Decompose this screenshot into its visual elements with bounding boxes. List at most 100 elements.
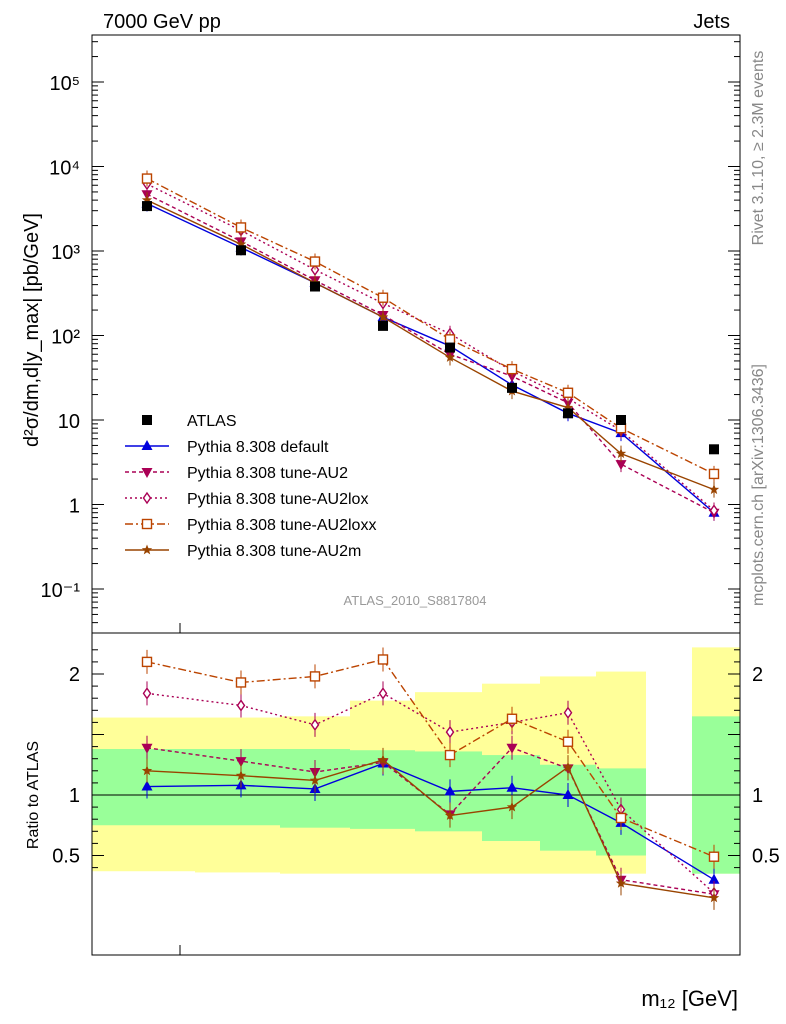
legend-marker bbox=[142, 415, 152, 425]
legend-marker bbox=[142, 491, 152, 505]
ratio-point bbox=[708, 873, 720, 884]
ratio-tick-label: 2 bbox=[69, 664, 80, 686]
ratio-bands bbox=[92, 647, 740, 874]
data-point bbox=[615, 422, 627, 434]
ratio-point bbox=[235, 757, 247, 768]
data-point bbox=[709, 504, 719, 517]
ratio-tick-label: 0.5 bbox=[52, 846, 80, 868]
legend-label: Pythia 8.308 tune-AU2loxx bbox=[187, 517, 376, 534]
ratio-point bbox=[562, 761, 574, 772]
data-point bbox=[708, 468, 720, 480]
ratio-series bbox=[141, 647, 720, 910]
ratio-point bbox=[444, 749, 456, 761]
data-point bbox=[377, 292, 389, 303]
ratio-tick-label: 1 bbox=[69, 785, 80, 807]
header-left: 7000 GeV pp bbox=[103, 11, 221, 33]
data-point bbox=[235, 222, 247, 233]
ratio-point bbox=[506, 801, 518, 812]
data-point bbox=[377, 311, 389, 322]
legend-label: Pythia 8.308 tune-AU2m bbox=[187, 543, 361, 560]
data-point bbox=[141, 194, 153, 205]
ratio-point bbox=[444, 785, 456, 796]
series-line bbox=[146, 183, 715, 511]
ratio-point bbox=[506, 781, 518, 792]
data-point bbox=[141, 173, 153, 184]
ratio-point bbox=[236, 699, 246, 712]
atlas-point bbox=[310, 281, 320, 292]
data-point bbox=[310, 263, 320, 276]
ratio-point bbox=[506, 743, 518, 754]
y-tick-label: 10 bbox=[58, 411, 80, 433]
legend-marker bbox=[141, 440, 153, 450]
ratio-y-axis-label: Ratio to ATLAS bbox=[25, 741, 42, 849]
ratio-point bbox=[445, 725, 455, 739]
ratio-point bbox=[562, 789, 574, 799]
legend-marker bbox=[141, 518, 153, 530]
ratio-tick-label-right: 0.5 bbox=[752, 846, 780, 868]
data-point bbox=[562, 402, 574, 413]
ratio-point bbox=[562, 736, 574, 747]
legend-marker bbox=[141, 468, 153, 478]
atlas-point bbox=[378, 320, 388, 331]
ratio-point bbox=[309, 775, 321, 785]
ratio-point bbox=[141, 743, 153, 754]
y-tick-label: 1 bbox=[69, 496, 80, 518]
data-point bbox=[444, 334, 456, 345]
data-point bbox=[708, 484, 720, 495]
series-line bbox=[146, 193, 715, 514]
atlas-point bbox=[142, 201, 152, 212]
ratio-tick-label-right: 1 bbox=[752, 785, 763, 807]
y-tick-label: 10² bbox=[51, 327, 80, 349]
data-point bbox=[309, 256, 321, 267]
atlas-point bbox=[616, 415, 626, 425]
data-point bbox=[235, 238, 247, 249]
data-point bbox=[562, 387, 574, 398]
legend-marker bbox=[141, 544, 153, 555]
ratio-point bbox=[310, 718, 320, 732]
analysis-watermark: ATLAS_2010_S8817804 bbox=[344, 593, 487, 608]
ratio-frame bbox=[91, 632, 741, 956]
rivet-label: Rivet 3.1.10, ≥ 2.3M events bbox=[750, 51, 767, 246]
data-point bbox=[444, 351, 456, 362]
data-point bbox=[615, 448, 627, 459]
mcplots-label: mcplots.cern.ch [arXiv:1306.3436] bbox=[750, 364, 767, 606]
ratio-point bbox=[141, 780, 153, 791]
ratio-point bbox=[615, 877, 627, 888]
main-y-ticks bbox=[92, 41, 740, 624]
main-y-axis-label: d²σ/dm,d|y_max| [pb/GeV] bbox=[21, 213, 43, 447]
header-right: Jets bbox=[693, 11, 730, 33]
y-tick-label: 10⁻¹ bbox=[41, 580, 81, 602]
legend-label: ATLAS bbox=[187, 413, 237, 430]
ratio-tick-label-right: 2 bbox=[752, 664, 763, 686]
ratio-point bbox=[378, 687, 388, 700]
ratio-point bbox=[563, 706, 573, 719]
data-point bbox=[506, 363, 518, 375]
ratio-point bbox=[708, 851, 720, 862]
ratio-point bbox=[615, 812, 627, 824]
ratio-point bbox=[141, 656, 153, 668]
ratio-point bbox=[141, 765, 153, 776]
ratio-point bbox=[142, 687, 152, 700]
data-point bbox=[615, 460, 627, 471]
atlas-point bbox=[563, 408, 573, 419]
ratio-y-ticks bbox=[92, 649, 740, 869]
y-tick-label: 10³ bbox=[51, 242, 80, 264]
legend-label: Pythia 8.308 default bbox=[187, 439, 329, 456]
atlas-point bbox=[445, 342, 455, 353]
y-tick-label: 10⁴ bbox=[49, 158, 80, 180]
atlas-point bbox=[709, 444, 719, 455]
ratio-line bbox=[146, 692, 715, 894]
band-inner bbox=[482, 755, 540, 841]
ratio-point bbox=[309, 671, 321, 682]
ratio-point bbox=[377, 754, 389, 765]
ratio-point bbox=[444, 810, 456, 820]
atlas-point bbox=[507, 382, 517, 393]
ratio-point bbox=[235, 770, 247, 781]
ratio-point bbox=[708, 892, 720, 903]
ratio-point bbox=[506, 713, 518, 724]
x-axis-label: m₁₂ [GeV] bbox=[641, 986, 738, 1011]
legend-label: Pythia 8.308 tune-AU2lox bbox=[187, 491, 368, 508]
ratio-point bbox=[377, 654, 389, 665]
ratio-point bbox=[235, 677, 247, 688]
